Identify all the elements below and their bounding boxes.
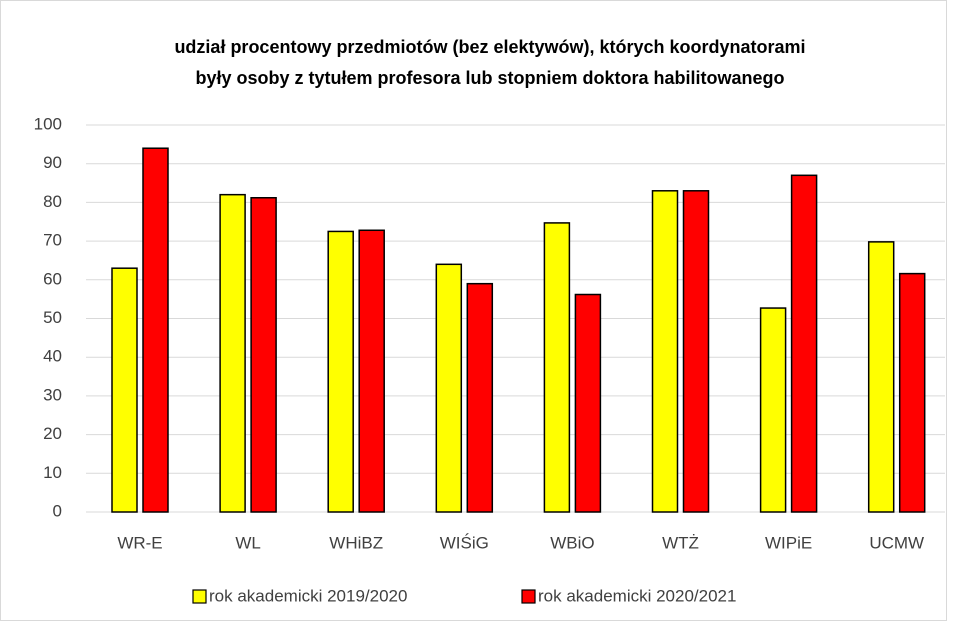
- bar: [358, 229, 385, 513]
- y-tick-label: 50: [43, 308, 62, 327]
- y-tick-label: 20: [43, 424, 62, 443]
- legend-swatch: [521, 589, 536, 604]
- bar: [651, 190, 679, 513]
- x-tick-label: WR-E: [117, 533, 162, 552]
- y-tick-label: 100: [34, 114, 62, 133]
- bar: [759, 307, 787, 513]
- y-tick-label: 80: [43, 192, 62, 211]
- bar: [682, 190, 710, 513]
- bar: [466, 282, 494, 513]
- x-tick-label: WTŻ: [662, 533, 699, 552]
- bar: [142, 147, 169, 513]
- bar: [250, 197, 277, 513]
- bar: [111, 267, 138, 513]
- legend-swatch: [192, 589, 207, 604]
- x-tick-label: UCMW: [869, 533, 924, 552]
- chart-title: udział procentowy przedmiotów (bez elekt…: [174, 37, 805, 57]
- x-tick-label: WHiBZ: [329, 533, 383, 552]
- bar: [435, 263, 463, 513]
- bar: [898, 272, 926, 513]
- y-tick-label: 70: [43, 231, 62, 250]
- y-tick-label: 60: [43, 269, 62, 288]
- y-tick-label: 90: [43, 153, 62, 172]
- bar: [327, 230, 354, 513]
- y-tick-label: 30: [43, 385, 62, 404]
- y-tick-label: 10: [43, 463, 62, 482]
- legend-label: rok akademicki 2019/2020: [209, 586, 407, 605]
- bar: [543, 222, 571, 513]
- x-tick-label: WIPiE: [765, 533, 812, 552]
- chart-title: były osoby z tytułem profesora lub stopn…: [195, 68, 784, 88]
- bar: [574, 293, 602, 513]
- x-tick-label: WL: [235, 533, 261, 552]
- y-tick-label: 40: [43, 347, 62, 366]
- y-tick-label: 0: [53, 501, 62, 520]
- x-tick-label: WIŚiG: [440, 533, 489, 552]
- bar: [219, 193, 246, 513]
- x-tick-label: WBiO: [550, 533, 594, 552]
- bar: [790, 174, 818, 513]
- bar: [867, 241, 895, 513]
- legend-label: rok akademicki 2020/2021: [538, 586, 736, 605]
